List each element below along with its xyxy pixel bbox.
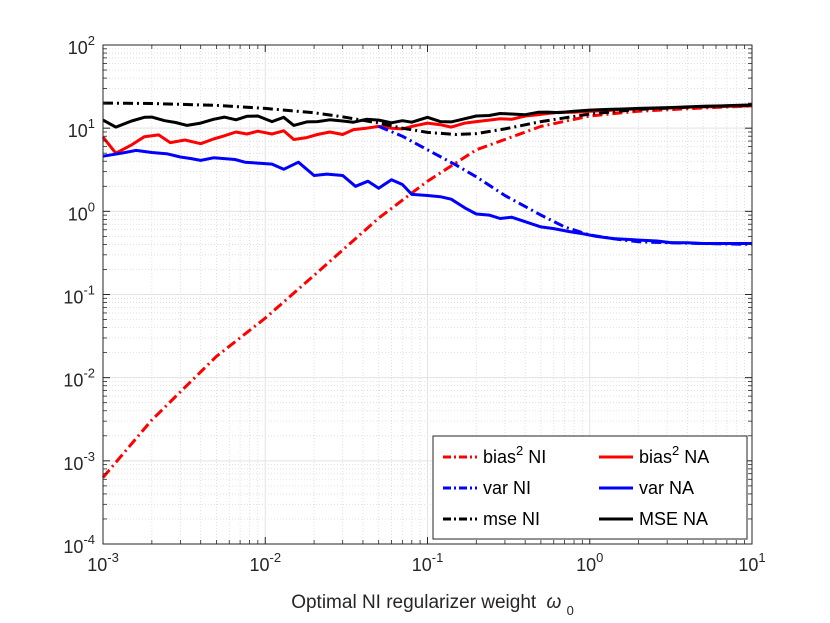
- series-line-5: [102, 103, 753, 129]
- y-tick-base: 10: [63, 288, 83, 308]
- legend-label-sup: 2: [672, 443, 679, 458]
- legend-box: [432, 435, 748, 540]
- x-tick-label: 101: [738, 550, 765, 575]
- y-tick-base: 10: [63, 537, 83, 557]
- x-tick-label: 10-2: [249, 550, 281, 575]
- legend-label-main: bias: [483, 447, 516, 467]
- x-tick-labels: 10-3 10-2 10-1 100 101: [87, 550, 765, 575]
- x-tick-label: 10-1: [412, 550, 444, 575]
- x-tick-exponent: 0: [596, 550, 603, 565]
- legend-label-2: var NI: [483, 478, 531, 498]
- y-tick-base: 10: [68, 204, 88, 224]
- x-tick-label: 10-3: [87, 550, 119, 575]
- legend-label-main: MSE NA: [639, 509, 708, 529]
- x-tick-base: 10: [249, 555, 269, 575]
- x-tick-exponent: -2: [269, 550, 281, 565]
- legend-label-5: MSE NA: [639, 509, 708, 529]
- x-axis-label: Optimal NI regularizer weight ω 0: [291, 592, 574, 618]
- x-tick-label: 100: [576, 550, 603, 575]
- y-tick-label: 10-4: [63, 532, 95, 557]
- y-tick-exponent: 2: [88, 33, 95, 48]
- y-tick-label: 10-1: [63, 283, 95, 308]
- legend-label-tail: NA: [679, 447, 709, 467]
- y-tick-base: 10: [68, 121, 88, 141]
- y-tick-label: 10-2: [63, 366, 95, 391]
- legend-label-main: mse NI: [483, 509, 540, 529]
- y-tick-label: 102: [68, 33, 95, 58]
- x-tick-base: 10: [738, 555, 758, 575]
- x-tick-exponent: 1: [758, 550, 765, 565]
- y-tick-base: 10: [63, 371, 83, 391]
- legend-label-main: var NI: [483, 478, 531, 498]
- legend-label-tail: NI: [523, 447, 546, 467]
- y-tick-exponent: 0: [88, 199, 95, 214]
- x-axis-label-subscript: 0: [567, 603, 574, 618]
- axis-ticks: [102, 44, 753, 545]
- legend-label-main: bias: [639, 447, 672, 467]
- x-tick-base: 10: [412, 555, 432, 575]
- y-tick-exponent: -1: [83, 283, 95, 298]
- x-tick-exponent: -3: [107, 550, 119, 565]
- legend-label-0: bias2 NI: [483, 443, 546, 467]
- series-line-4: [102, 101, 753, 136]
- series-line-0: [101, 104, 753, 479]
- x-tick-base: 10: [576, 555, 596, 575]
- legend-label-1: bias2 NA: [639, 443, 709, 467]
- legend-label-3: var NA: [639, 478, 694, 498]
- y-tick-exponent: -2: [83, 366, 95, 381]
- x-axis-label-text: Optimal NI regularizer weight: [291, 592, 537, 613]
- y-tick-label: 101: [68, 116, 95, 141]
- y-tick-exponent: -3: [83, 449, 95, 464]
- series-line-3: [102, 148, 752, 245]
- y-tick-exponent: 1: [88, 116, 95, 131]
- y-tick-exponent: -4: [83, 532, 95, 547]
- y-tick-base: 10: [63, 454, 83, 474]
- x-axis-label-symbol: ω: [546, 592, 561, 613]
- x-tick-exponent: -1: [432, 550, 444, 565]
- legend-label-4: mse NI: [483, 509, 540, 529]
- y-tick-label: 100: [68, 199, 95, 224]
- y-tick-base: 10: [68, 38, 88, 58]
- legend-label-main: var NA: [639, 478, 694, 498]
- legend-label-sup: 2: [516, 443, 523, 458]
- y-tick-label: 10-3: [63, 449, 95, 474]
- x-tick-base: 10: [87, 555, 107, 575]
- series-layer: [101, 101, 753, 479]
